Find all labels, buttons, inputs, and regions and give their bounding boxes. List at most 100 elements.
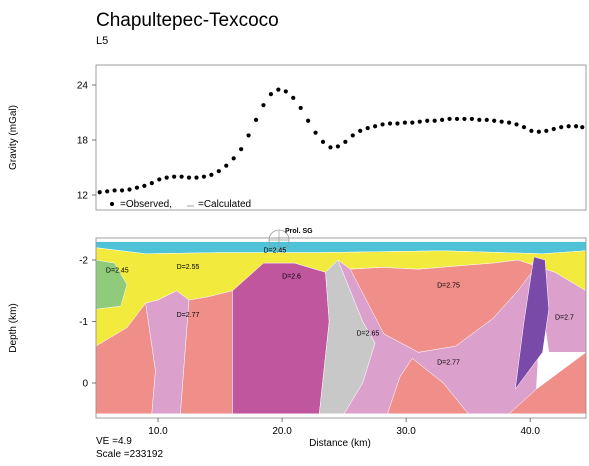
observed-point [149,180,154,186]
distance-tick-label: 10.0 [148,426,168,437]
observed-point [320,139,326,144]
observed-point [440,117,445,122]
density-label: D=2.45 [106,267,129,274]
body-salmon-mid [180,290,233,415]
observed-point [492,118,497,123]
observed-point [276,87,281,92]
observed-point [209,172,214,177]
observed-point [566,124,571,129]
density-label: D=2.7 [555,315,574,322]
observed-point [127,187,132,192]
density-label: D=2.77 [177,312,200,319]
depth-tick-label: -2 [79,256,88,267]
observed-point [551,126,556,132]
depth-tick-label: -1 [79,317,88,328]
observed-point [261,103,266,108]
legend-observed-label: =Observed, [120,199,172,210]
observed-point [172,174,177,179]
body-salmon-bottom [387,358,469,415]
gravity-tick-label: 24 [77,81,89,92]
observed-point [239,147,244,152]
observed-point [164,175,169,180]
density-label: D=2.77 [437,360,460,367]
observed-point [506,120,512,125]
observed-point [179,174,184,179]
distance-tick-label: 30.0 [396,426,416,437]
gravity-axis-label: Gravity (mGal) [8,105,19,170]
observed-point [514,122,519,127]
observed-point [410,120,415,125]
observed-point [97,190,102,195]
observed-point [350,133,355,138]
observed-point [529,128,534,133]
observed-point [157,177,162,182]
observed-point [380,122,385,127]
observed-point [477,117,482,122]
observed-point [186,175,192,180]
legend-calculated-label: =Calculated [198,199,251,210]
observed-point [425,118,430,123]
observed-point [358,128,363,133]
observed-point [559,125,564,130]
observed-point [224,163,229,168]
observed-point [335,144,340,149]
observed-point [536,129,541,134]
station-label: Prol. SG [285,228,313,235]
observed-point [521,125,527,130]
distance-tick-label: 20.0 [272,426,292,437]
density-label: D=2.75 [437,283,460,290]
model-panel: Prol. SG D=2.45 D=2.55 D=2.45 D=2.6 D=2.77 D=2… [8,228,587,449]
body-salmon-corner [508,351,586,415]
body-water [96,241,586,255]
observed-point [216,169,221,174]
gravity-tick-label: 18 [77,136,89,147]
observed-point [194,175,199,180]
observed-point [142,183,147,188]
observed-point [387,121,393,126]
observed-point [484,117,489,122]
observed-point [573,124,579,129]
observed-point [283,89,288,94]
density-label: D=2.65 [357,331,380,338]
observed-point [306,118,311,123]
observed-point [328,145,333,150]
observed-point [373,124,378,129]
observed-point [298,105,303,111]
body-purple [514,256,550,391]
observed-point [231,156,236,161]
distance-axis-label: Distance (km) [309,438,371,449]
model-frame [95,237,587,419]
observed-point [253,117,259,122]
chart-title: Chapultepec-Texcoco [96,10,279,31]
gravity-frame [95,64,587,211]
observed-point [462,116,467,122]
observed-point [469,116,474,122]
observed-point [580,125,585,130]
observed-point [454,116,460,122]
observed-point [365,125,370,131]
model-bodies [96,238,586,418]
depth-axis-label: Depth (km) [8,303,19,352]
density-label: D=2.45 [263,248,286,255]
observed-point [402,120,407,125]
observed-point [119,188,125,193]
gravity-tick-label: 12 [77,191,89,202]
observed-point [447,116,452,122]
scale-label: Scale =233192 [96,449,164,460]
depth-tick-label: 0 [82,379,88,390]
observed-point [134,185,140,190]
observed-point [112,188,117,193]
observed-point [395,121,400,126]
observed-point [246,133,251,138]
distance-tick-label: 40.0 [520,426,540,437]
observed-point [201,174,207,179]
observed-point [499,119,504,124]
observed-point [268,92,274,97]
body-magenta [232,262,330,415]
observed-point [544,128,549,133]
observed-point [417,119,422,124]
observed-point [313,130,318,135]
body-green [96,259,128,310]
density-label: D=2.6 [282,273,301,280]
